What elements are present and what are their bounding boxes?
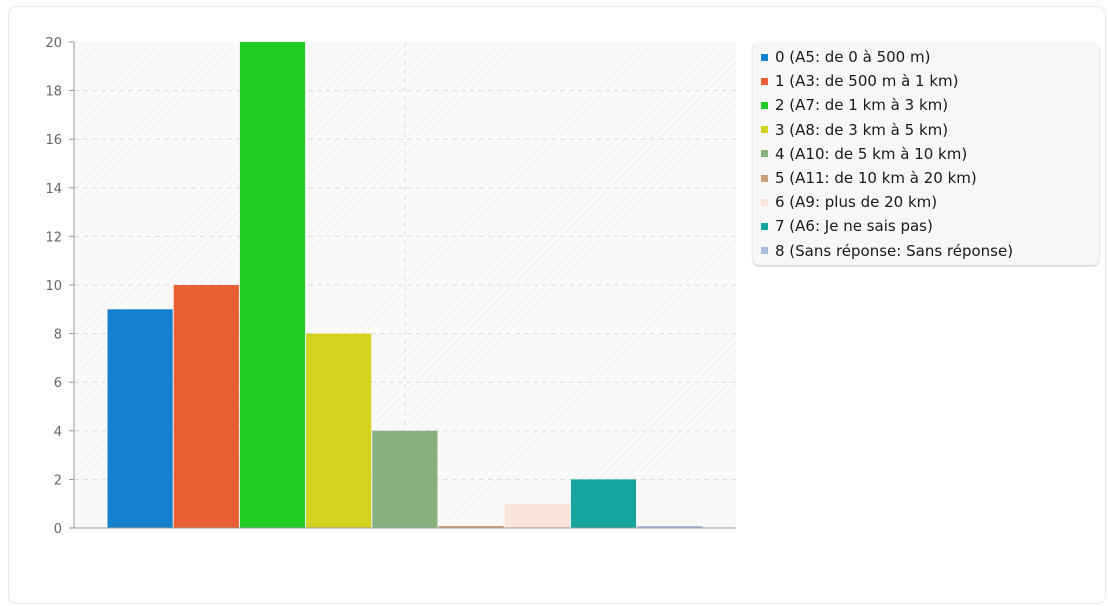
legend: 0 (A5: de 0 à 500 m) 1 (A3: de 500 m à 1 … — [753, 42, 1099, 265]
y-tick-label: 2 — [54, 473, 62, 488]
legend-label: 6 (A9: plus de 20 km) — [775, 193, 938, 212]
legend-swatch — [761, 174, 768, 182]
legend-item[interactable]: 7 (A6: Je ne sais pas) — [761, 214, 1099, 238]
y-axis-ticks: 0 2 4 6 8 10 12 14 16 18 20 — [45, 36, 74, 537]
legend-label: 1 (A3: de 500 m à 1 km) — [775, 72, 959, 91]
bar-5[interactable] — [438, 526, 504, 528]
bar-4[interactable] — [372, 430, 438, 528]
bars — [107, 42, 703, 528]
legend-label: 4 (A10: de 5 km à 10 km) — [775, 144, 968, 163]
y-tick-label: 18 — [45, 85, 62, 100]
bar-2[interactable] — [239, 42, 306, 528]
legend-swatch — [761, 101, 768, 109]
legend-swatch — [761, 53, 768, 61]
y-tick-label: 14 — [45, 182, 62, 197]
legend-item[interactable]: 8 (Sans réponse: Sans réponse) — [761, 239, 1099, 263]
bar-3[interactable] — [306, 333, 372, 528]
legend-item[interactable]: 1 (A3: de 500 m à 1 km) — [761, 69, 1099, 93]
y-tick-label: 4 — [54, 425, 62, 440]
bar-8[interactable] — [637, 526, 703, 528]
bar-6[interactable] — [504, 503, 570, 528]
legend-label: 7 (A6: Je ne sais pas) — [775, 217, 933, 236]
legend-item[interactable]: 6 (A9: plus de 20 km) — [761, 190, 1099, 214]
y-tick-label: 8 — [54, 328, 62, 343]
legend-label: 5 (A11: de 10 km à 20 km) — [775, 169, 977, 188]
y-tick-label: 10 — [45, 279, 62, 294]
legend-swatch — [761, 77, 768, 85]
bar-7[interactable] — [570, 479, 637, 528]
legend-swatch — [761, 247, 768, 255]
legend-item[interactable]: 2 (A7: de 1 km à 3 km) — [761, 93, 1099, 117]
y-tick-label: 12 — [45, 230, 62, 245]
legend-item[interactable]: 5 (A11: de 10 km à 20 km) — [761, 166, 1099, 190]
legend-label: 2 (A7: de 1 km à 3 km) — [775, 96, 949, 115]
legend-item[interactable]: 0 (A5: de 0 à 500 m) — [761, 45, 1099, 69]
legend-swatch — [761, 222, 768, 230]
y-tick-label: 16 — [45, 133, 62, 148]
y-tick-label: 0 — [54, 522, 62, 537]
bar-0[interactable] — [107, 309, 173, 528]
legend-label: 8 (Sans réponse: Sans réponse) — [775, 241, 1014, 260]
legend-item[interactable]: 4 (A10: de 5 km à 10 km) — [761, 142, 1099, 166]
legend-item[interactable]: 3 (A8: de 3 km à 5 km) — [761, 118, 1099, 142]
legend-swatch — [761, 126, 768, 134]
legend-swatch — [761, 198, 768, 206]
y-tick-label: 20 — [45, 36, 62, 51]
legend-label: 3 (A8: de 3 km à 5 km) — [775, 120, 949, 139]
y-tick-label: 6 — [54, 376, 62, 391]
legend-label: 0 (A5: de 0 à 500 m) — [775, 48, 931, 67]
bar-1[interactable] — [173, 285, 239, 528]
legend-swatch — [761, 150, 768, 158]
